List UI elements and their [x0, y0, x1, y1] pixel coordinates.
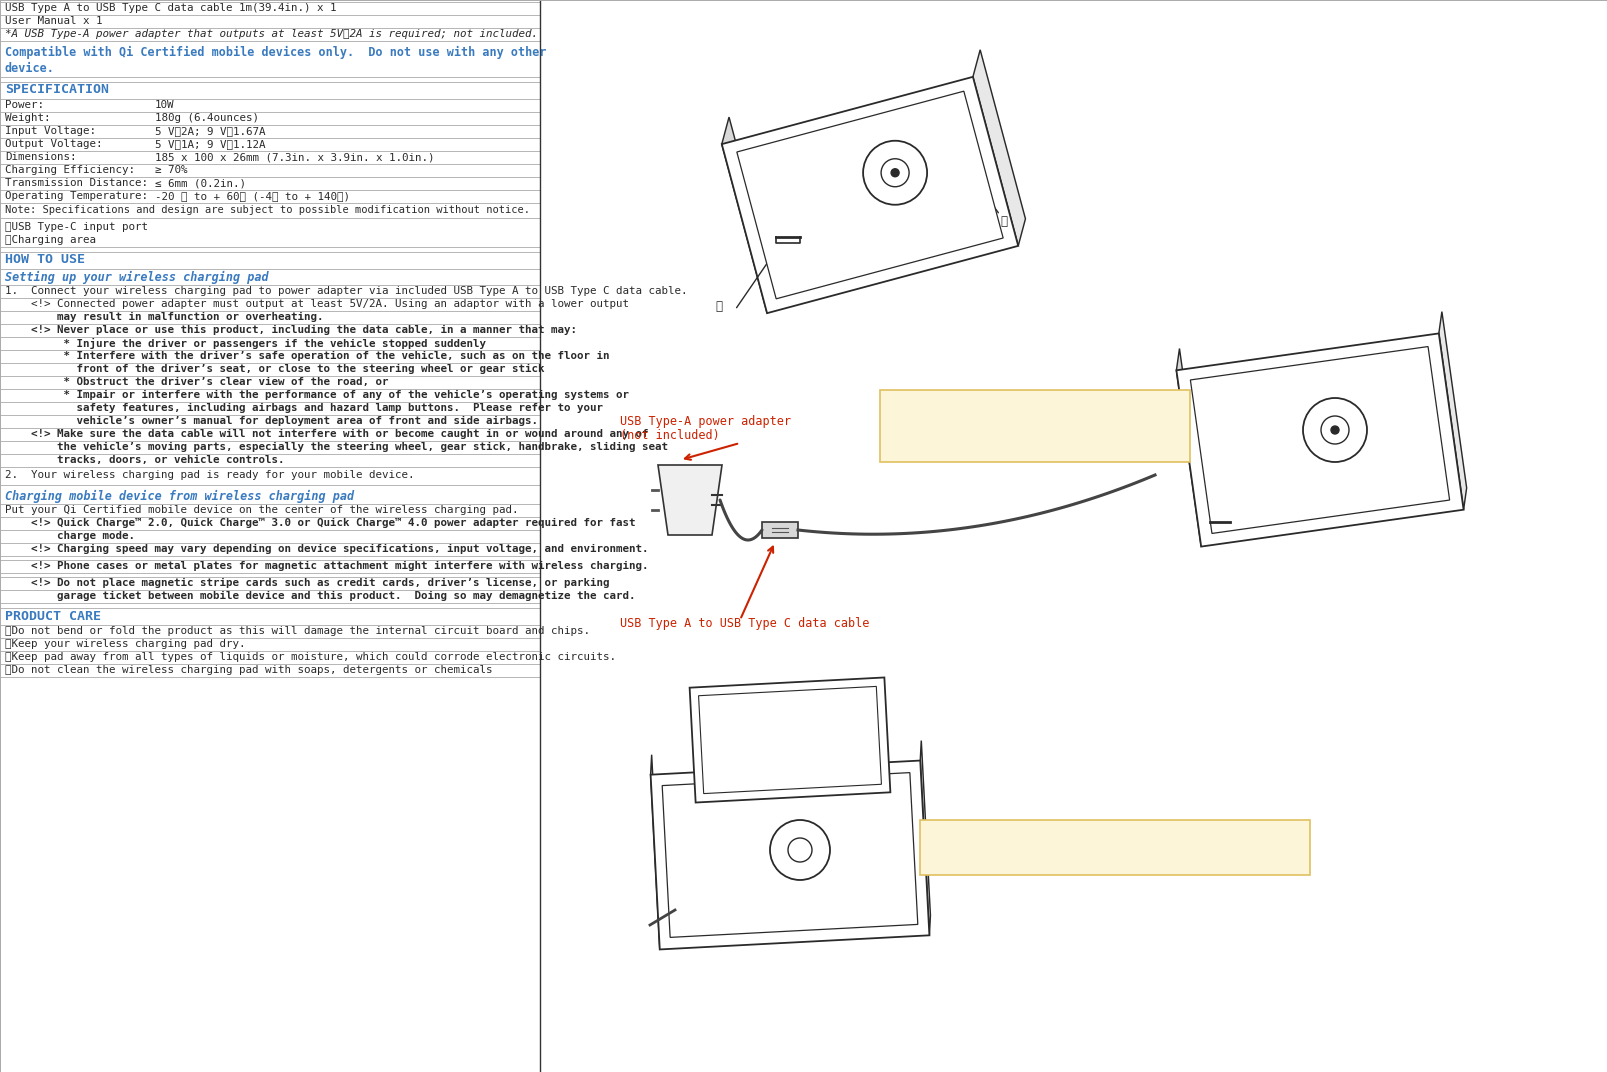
- Text: * Impair or interfere with the performance of any of the vehicle’s operating sys: * Impair or interfere with the performan…: [5, 390, 628, 400]
- Text: 180g (6.4ounces): 180g (6.4ounces): [154, 113, 259, 123]
- Text: <!> Phone cases or metal plates for magnetic attachment might interfere with wir: <!> Phone cases or metal plates for magn…: [5, 561, 648, 571]
- Text: ≥ 70%: ≥ 70%: [154, 165, 188, 175]
- Text: <!> Charging speed may vary depending on device specifications, input voltage, a: <!> Charging speed may vary depending on…: [5, 544, 648, 554]
- Circle shape: [1331, 426, 1339, 434]
- Text: safety features, including airbags and hazard lamp buttons.  Please refer to you: safety features, including airbags and h…: [5, 403, 603, 413]
- Text: front of the driver’s seat, or close to the steering wheel or gear stick: front of the driver’s seat, or close to …: [5, 364, 545, 374]
- Polygon shape: [651, 755, 660, 950]
- FancyBboxPatch shape: [919, 820, 1310, 875]
- Polygon shape: [722, 117, 775, 313]
- Polygon shape: [689, 678, 890, 803]
- Text: Weight:: Weight:: [5, 113, 50, 123]
- Text: Charging Efficiency:: Charging Efficiency:: [5, 165, 135, 175]
- Text: 5 V⏵2A; 9 V⏵1.67A: 5 V⏵2A; 9 V⏵1.67A: [154, 126, 265, 136]
- Text: <!> Never place or use this product, including the data cable, in a manner that : <!> Never place or use this product, inc…: [5, 325, 577, 336]
- Text: <!> Quick Charge™ 2.0, Quick Charge™ 3.0 or Quick Charge™ 4.0 power adapter requ: <!> Quick Charge™ 2.0, Quick Charge™ 3.0…: [5, 518, 635, 528]
- Text: -20 ℃ to + 60℃ (-4℉ to + 140℉): -20 ℃ to + 60℃ (-4℉ to + 140℉): [154, 191, 350, 202]
- Text: French:: French:: [926, 824, 975, 837]
- Text: USB Type A to USB Type C data cable: USB Type A to USB Type C data cable: [620, 617, 869, 630]
- Text: Operating Temperature:: Operating Temperature:: [5, 191, 148, 202]
- Text: Input Voltage:: Input Voltage:: [5, 126, 96, 136]
- Text: (Non-inclus): (Non-inclus): [885, 422, 971, 435]
- Polygon shape: [1176, 348, 1204, 547]
- Text: ・Keep pad away from all types of liquids or moisture, which could corrode electr: ・Keep pad away from all types of liquids…: [5, 652, 615, 662]
- Text: ・Keep your wireless charging pad dry.: ・Keep your wireless charging pad dry.: [5, 639, 246, 649]
- Polygon shape: [657, 465, 722, 535]
- Text: * Injure the driver or passengers if the vehicle stopped suddenly: * Injure the driver or passengers if the…: [5, 338, 485, 349]
- Text: <!> Do not place magnetic stripe cards such as credit cards, driver’s license, o: <!> Do not place magnetic stripe cards s…: [5, 578, 609, 589]
- Text: device.: device.: [5, 62, 55, 75]
- Text: tracks, doors, or vehicle controls.: tracks, doors, or vehicle controls.: [5, 455, 284, 465]
- Polygon shape: [1189, 346, 1450, 534]
- Text: Charging mobile device from wireless charging pad: Charging mobile device from wireless cha…: [5, 490, 354, 503]
- Text: Dimensions:: Dimensions:: [5, 152, 77, 162]
- Polygon shape: [662, 773, 918, 937]
- Text: 1.  Connect your wireless charging pad to power adapter via included USB Type A : 1. Connect your wireless charging pad to…: [5, 286, 688, 296]
- Text: (not included): (not included): [620, 429, 720, 442]
- Text: SPECIFICATION: SPECIFICATION: [5, 83, 109, 96]
- Text: garage ticket between mobile device and this product.  Doing so may demagnetize : garage ticket between mobile device and …: [5, 591, 635, 601]
- Text: USB Type A to USB Type C data cable 1m(39.4in.) x 1: USB Type A to USB Type C data cable 1m(3…: [5, 3, 336, 13]
- Text: 2.  Your wireless charging pad is ready for your mobile device.: 2. Your wireless charging pad is ready f…: [5, 470, 415, 480]
- Text: vehicle’s owner’s manual for deployment area of front and side airbags.: vehicle’s owner’s manual for deployment …: [5, 416, 538, 426]
- Polygon shape: [651, 760, 929, 950]
- Text: USB Type-A power adapter: USB Type-A power adapter: [620, 415, 791, 428]
- Polygon shape: [697, 686, 881, 793]
- Text: * Obstruct the driver’s clear view of the road, or: * Obstruct the driver’s clear view of th…: [5, 377, 389, 387]
- Polygon shape: [762, 522, 797, 538]
- Text: ①USB Type-C input port: ①USB Type-C input port: [5, 222, 148, 232]
- Text: the vehicle’s moving parts, especially the steering wheel, gear stick, handbrake: the vehicle’s moving parts, especially t…: [5, 442, 667, 452]
- Text: Power:: Power:: [5, 100, 43, 110]
- Text: ・Do not clean the wireless charging pad with soaps, detergents or chemicals: ・Do not clean the wireless charging pad …: [5, 665, 492, 675]
- Polygon shape: [1438, 312, 1466, 509]
- Polygon shape: [736, 91, 1003, 299]
- Text: HOW TO USE: HOW TO USE: [5, 253, 85, 266]
- Text: Bloc d’alimentation USB Type A: Bloc d’alimentation USB Type A: [885, 408, 1099, 421]
- Text: ②: ②: [1000, 215, 1006, 228]
- Circle shape: [890, 168, 898, 177]
- Text: ①: ①: [715, 300, 722, 313]
- Text: Setting up your wireless charging pad: Setting up your wireless charging pad: [5, 271, 268, 284]
- Text: * Interfere with the driver’s safe operation of the vehicle, such as on the floo: * Interfere with the driver’s safe opera…: [5, 351, 609, 361]
- FancyBboxPatch shape: [879, 390, 1189, 462]
- Text: *A USB Type-A power adapter that outputs at least 5V⏵2A is required; not include: *A USB Type-A power adapter that outputs…: [5, 29, 538, 39]
- Text: User Manual x 1: User Manual x 1: [5, 16, 103, 26]
- Polygon shape: [972, 49, 1025, 245]
- Text: 10W: 10W: [154, 100, 175, 110]
- Text: ②Charging area: ②Charging area: [5, 235, 96, 245]
- Text: Transmission Distance:: Transmission Distance:: [5, 178, 148, 188]
- Polygon shape: [722, 77, 1017, 313]
- Text: charge mode.: charge mode.: [5, 531, 135, 541]
- Polygon shape: [1176, 333, 1462, 547]
- Text: <!> Make sure the data cable will not interfere with or become caught in or woun: <!> Make sure the data cable will not in…: [5, 429, 648, 440]
- Text: ≤ 6mm (0.2in.): ≤ 6mm (0.2in.): [154, 178, 246, 188]
- Text: may result in malfunction or overheating.: may result in malfunction or overheating…: [5, 312, 323, 322]
- Text: PRODUCT CARE: PRODUCT CARE: [5, 610, 101, 623]
- Text: Put your Qi Certified mobile device on the center of the wireless charging pad.: Put your Qi Certified mobile device on t…: [5, 505, 517, 515]
- Text: Note: Specifications and design are subject to possible modification without not: Note: Specifications and design are subj…: [5, 205, 530, 215]
- Text: 5 V⏵1A; 9 V⏵1.12A: 5 V⏵1A; 9 V⏵1.12A: [154, 139, 265, 149]
- Text: Compatible with Qi Certified mobile devices only.  Do not use with any other: Compatible with Qi Certified mobile devi…: [5, 46, 546, 59]
- Text: ・Do not bend or fold the product as this will damage the internal circuit board : ・Do not bend or fold the product as this…: [5, 626, 590, 636]
- Text: Output Voltage:: Output Voltage:: [5, 139, 103, 149]
- Polygon shape: [919, 741, 930, 935]
- Text: French:: French:: [885, 394, 935, 407]
- Text: 185 x 100 x 26mm (7.3in. x 3.9in. x 1.0in.): 185 x 100 x 26mm (7.3in. x 3.9in. x 1.0i…: [154, 152, 434, 162]
- Text: Câble USB de 1 mètre (Type A vers Type C): Câble USB de 1 mètre (Type A vers Type C…: [926, 840, 1218, 853]
- Text: <!> Connected power adapter must output at least 5V/2A. Using an adaptor with a : <!> Connected power adapter must output …: [5, 299, 628, 309]
